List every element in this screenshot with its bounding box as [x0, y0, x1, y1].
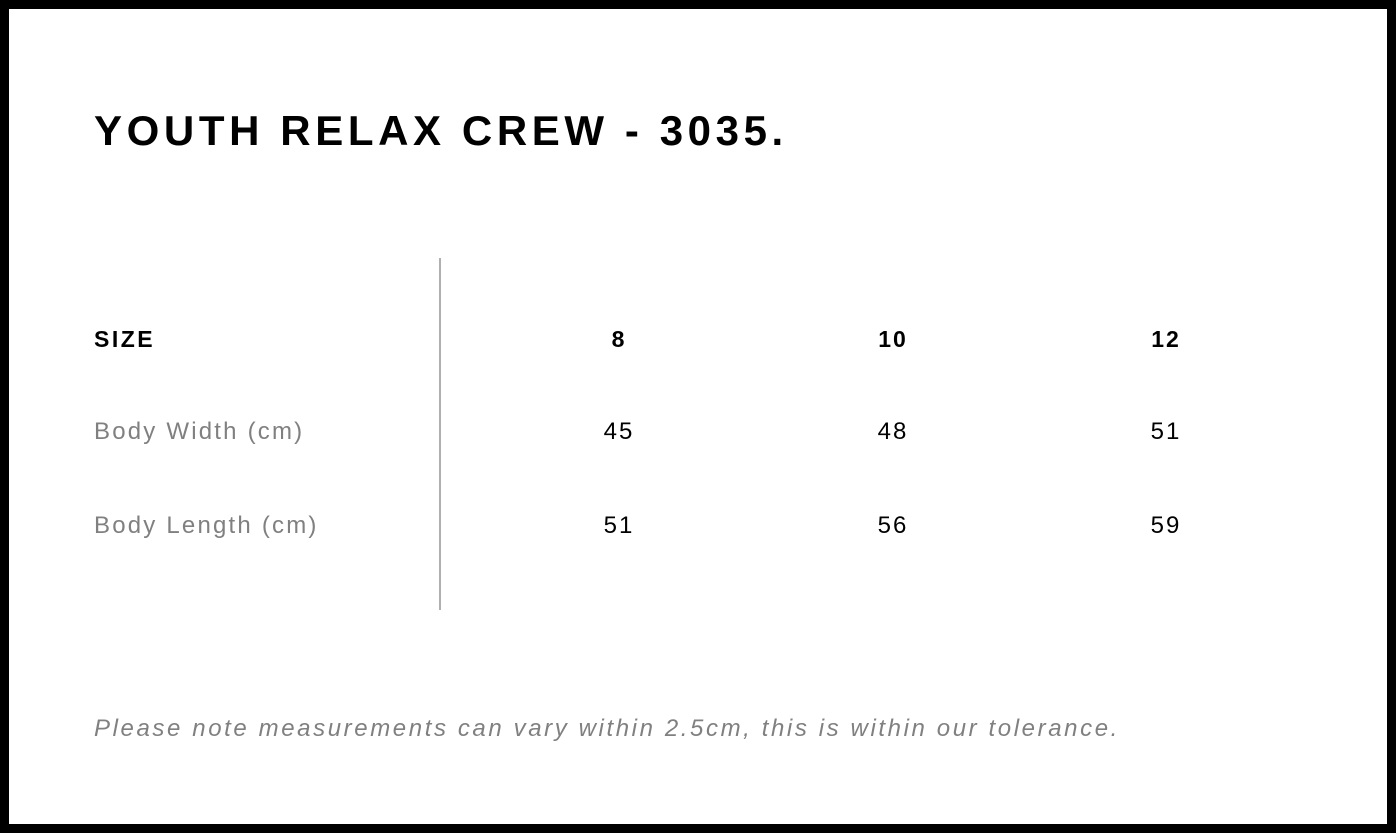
table-cell: 59 [1150, 512, 1182, 539]
table-cell: 51 [1150, 418, 1182, 445]
row-label-body-width: Body Width (cm) [94, 418, 305, 445]
table-cell: 51 [603, 512, 635, 539]
size-header-10: 10 [878, 326, 908, 352]
table-cell: 45 [603, 418, 635, 445]
size-header-12: 12 [1151, 326, 1181, 352]
size-chart-card: YOUTH RELAX CREW - 3035. SIZE 8 10 12 Bo… [9, 9, 1387, 824]
row-label-body-length: Body Length (cm) [94, 512, 319, 539]
tolerance-note: Please note measurements can vary within… [94, 715, 1120, 742]
column-divider [439, 258, 441, 610]
table-cell: 48 [877, 418, 909, 445]
size-header-label: SIZE [94, 326, 156, 352]
size-header-8: 8 [611, 326, 627, 352]
table-cell: 56 [877, 512, 909, 539]
page-title: YOUTH RELAX CREW - 3035. [94, 107, 788, 154]
